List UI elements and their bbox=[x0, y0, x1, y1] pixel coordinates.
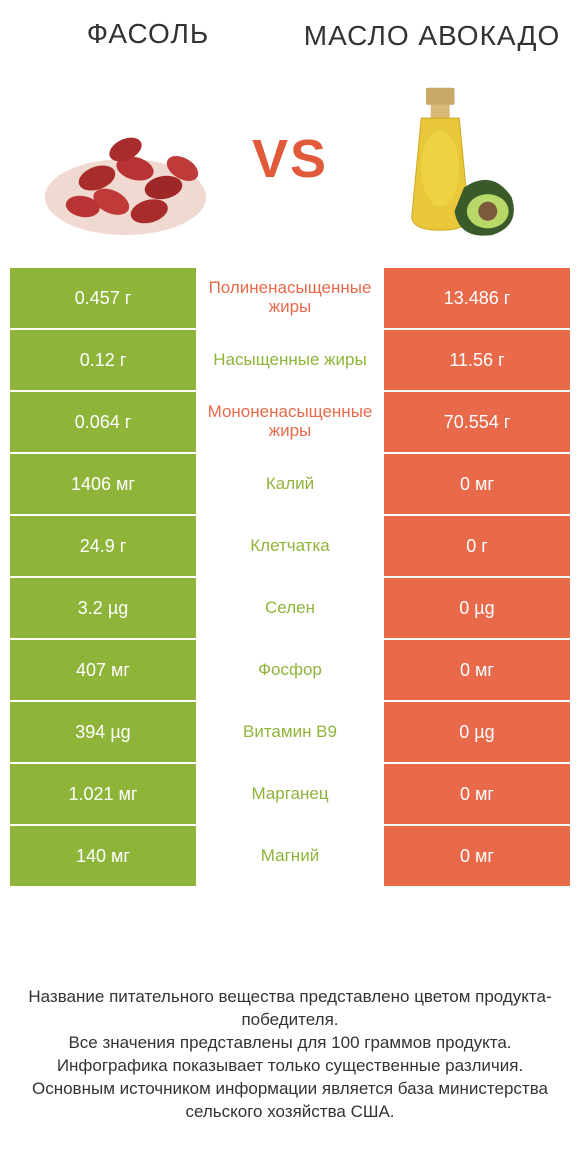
images-row: VS bbox=[0, 58, 580, 268]
nutrient-label: Насыщенные жиры bbox=[196, 330, 384, 390]
table-row: 394 µgВитамин B90 µg bbox=[10, 702, 570, 764]
footer-line: Все значения представлены для 100 граммо… bbox=[28, 1032, 552, 1055]
footer-notes: Название питательного вещества представл… bbox=[0, 986, 580, 1124]
beans-icon bbox=[40, 69, 230, 249]
footer-line: Инфографика показывает только существенн… bbox=[28, 1055, 552, 1078]
avocado-oil-icon bbox=[350, 69, 540, 249]
left-value: 3.2 µg bbox=[10, 578, 196, 638]
right-value: 0 мг bbox=[384, 640, 570, 700]
table-row: 24.9 гКлетчатка0 г bbox=[10, 516, 570, 578]
right-value: 0 г bbox=[384, 516, 570, 576]
table-row: 407 мгФосфор0 мг bbox=[10, 640, 570, 702]
left-value: 1406 мг bbox=[10, 454, 196, 514]
right-value: 11.56 г bbox=[384, 330, 570, 390]
table-row: 1.021 мгМарганец0 мг bbox=[10, 764, 570, 826]
right-value: 0 мг bbox=[384, 764, 570, 824]
footer-line: Название питательного вещества представл… bbox=[28, 986, 552, 1032]
right-value: 0 мг bbox=[384, 826, 570, 886]
table-row: 3.2 µgСелен0 µg bbox=[10, 578, 570, 640]
nutrient-label: Витамин B9 bbox=[196, 702, 384, 762]
left-value: 407 мг bbox=[10, 640, 196, 700]
nutrient-label: Полиненасыщенные жиры bbox=[196, 268, 384, 328]
nutrient-label: Фосфор bbox=[196, 640, 384, 700]
table-row: 1406 мгКалий0 мг bbox=[10, 454, 570, 516]
right-value: 70.554 г bbox=[384, 392, 570, 452]
nutrient-label: Клетчатка bbox=[196, 516, 384, 576]
left-value: 1.021 мг bbox=[10, 764, 196, 824]
nutrient-label: Марганец bbox=[196, 764, 384, 824]
footer-line: Основным источником информации является … bbox=[28, 1078, 552, 1124]
left-product-title: Фасоль bbox=[18, 18, 278, 50]
table-row: 140 мгМагний0 мг bbox=[10, 826, 570, 888]
header: Фасоль Масло авокадо bbox=[0, 0, 580, 58]
nutrient-label: Калий bbox=[196, 454, 384, 514]
right-value: 13.486 г bbox=[384, 268, 570, 328]
table-row: 0.12 гНасыщенные жиры11.56 г bbox=[10, 330, 570, 392]
nutrient-label: Мононенасыщенные жиры bbox=[196, 392, 384, 452]
nutrient-label: Магний bbox=[196, 826, 384, 886]
left-value: 24.9 г bbox=[10, 516, 196, 576]
left-value: 140 мг bbox=[10, 826, 196, 886]
left-value: 0.12 г bbox=[10, 330, 196, 390]
right-value: 0 µg bbox=[384, 578, 570, 638]
vs-label: VS bbox=[252, 128, 328, 190]
left-value: 0.064 г bbox=[10, 392, 196, 452]
right-value: 0 мг bbox=[384, 454, 570, 514]
right-value: 0 µg bbox=[384, 702, 570, 762]
nutrient-label: Селен bbox=[196, 578, 384, 638]
comparison-table: 0.457 гПолиненасыщенные жиры13.486 г0.12… bbox=[10, 268, 570, 888]
table-row: 0.457 гПолиненасыщенные жиры13.486 г bbox=[10, 268, 570, 330]
left-value: 394 µg bbox=[10, 702, 196, 762]
left-value: 0.457 г bbox=[10, 268, 196, 328]
right-product-title: Масло авокадо bbox=[302, 21, 562, 50]
table-row: 0.064 гМононенасыщенные жиры70.554 г bbox=[10, 392, 570, 454]
